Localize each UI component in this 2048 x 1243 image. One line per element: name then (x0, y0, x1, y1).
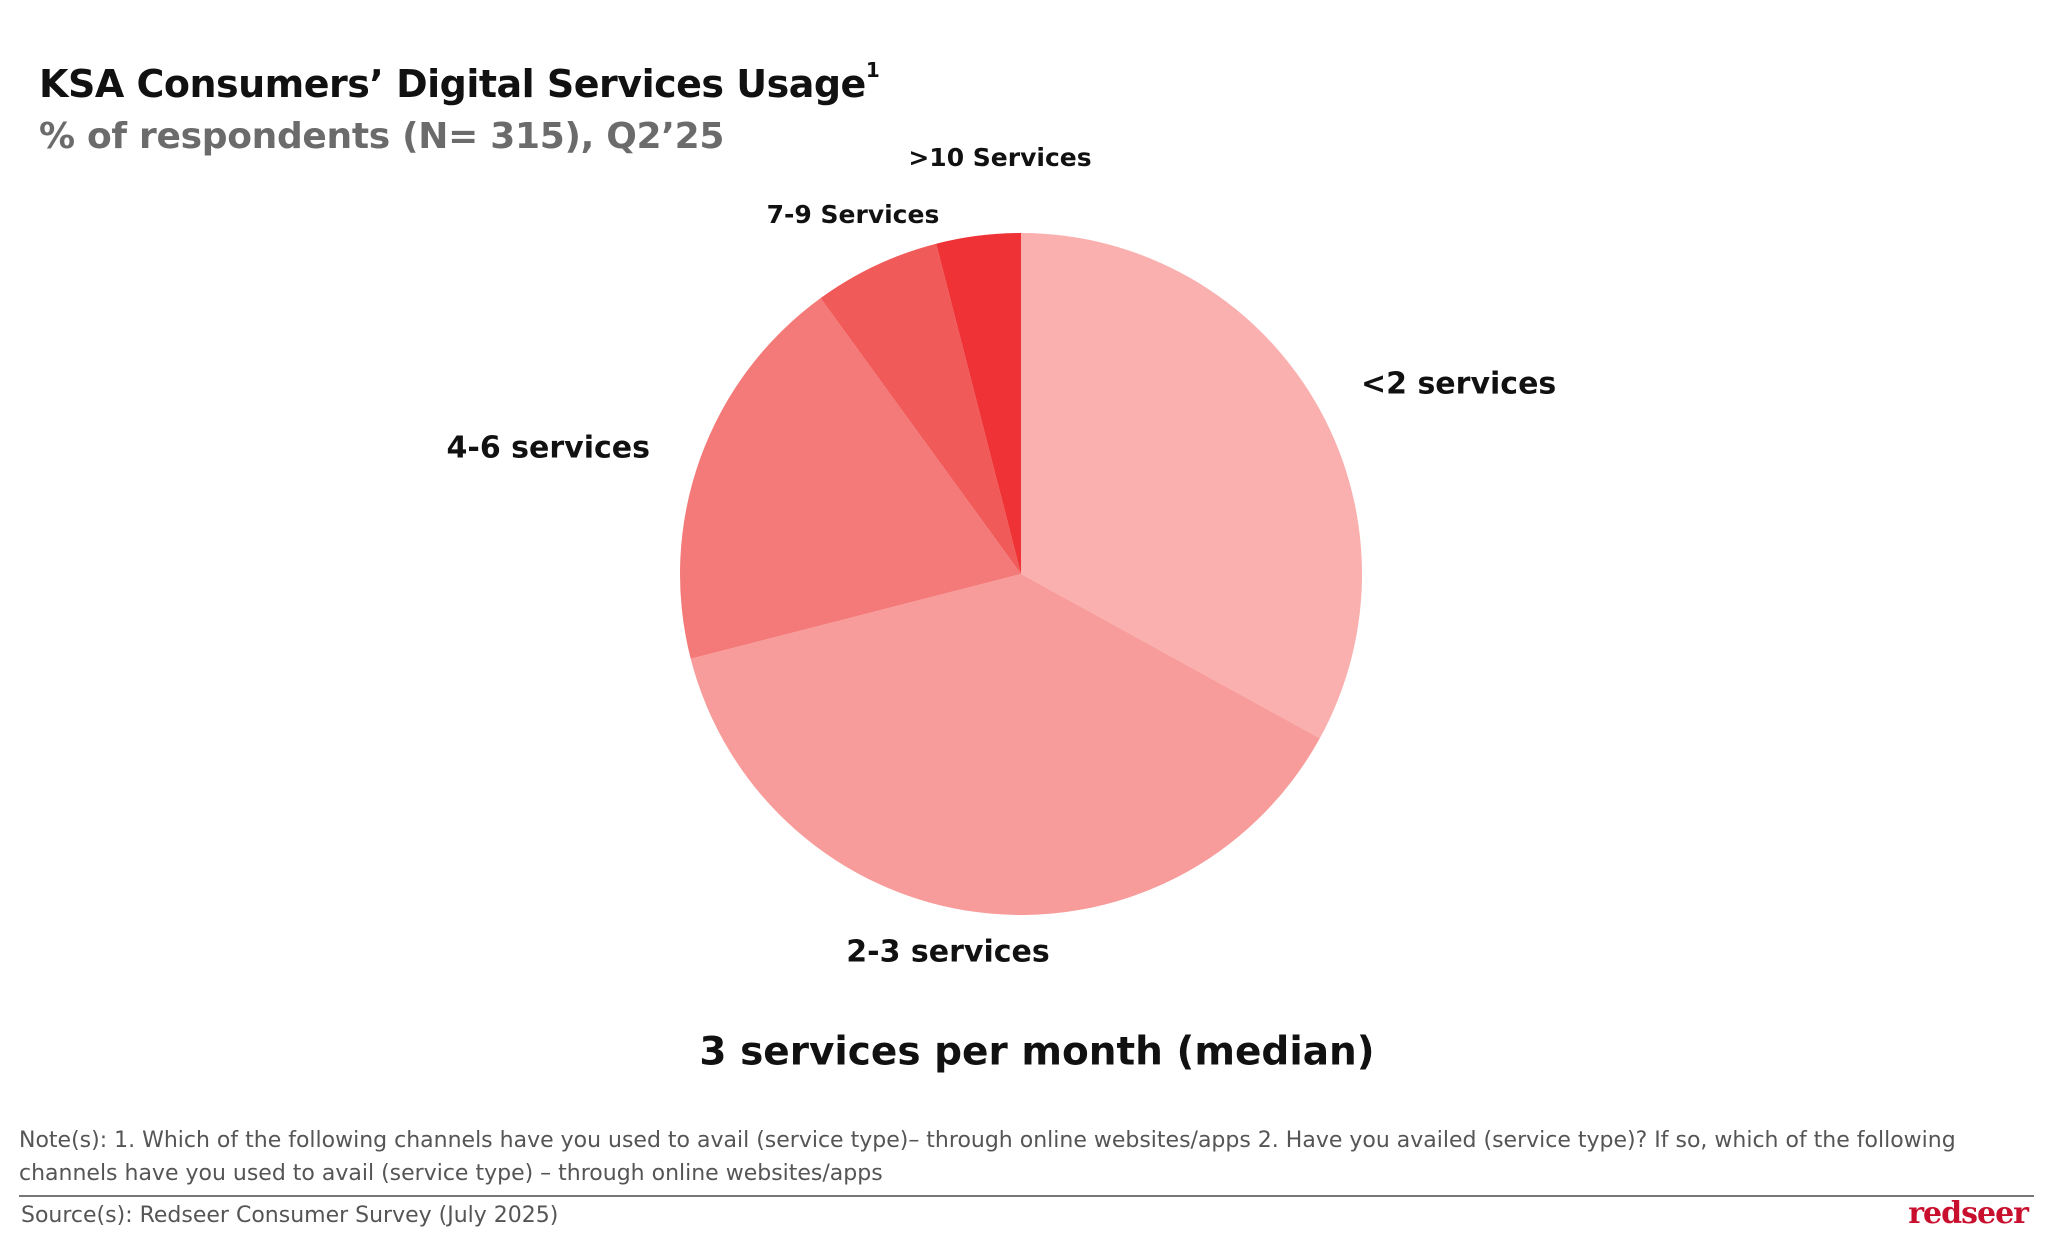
chart-subtitle: % of respondents (N= 315), Q2’25 (39, 116, 725, 157)
pie-slice (1021, 233, 1362, 739)
slice-label: 7-9 Services (767, 200, 940, 229)
pie-slice (679, 298, 1021, 659)
footer-rule (19, 1195, 2034, 1197)
slice-label: >10 Services (908, 143, 1091, 172)
title-text: KSA Consumers’ Digital Services Usage (39, 62, 866, 106)
slice-label: 2-3 services (846, 935, 1049, 970)
pie-slice (820, 243, 1021, 574)
pie-slice (936, 233, 1021, 574)
brand-logo: redseer (1908, 1196, 2029, 1231)
source: Source(s): Redseer Consumer Survey (July… (21, 1203, 559, 1228)
chart: 3 services per month (median) <2 service… (447, 143, 1557, 1075)
title-footnote-marker: 1 (865, 58, 880, 82)
chart-title: KSA Consumers’ Digital Services Usage1 (39, 58, 880, 106)
annotation: 3 services per month (median) (699, 1030, 1374, 1075)
slice-label: 4-6 services (447, 431, 650, 466)
pie-slice (690, 574, 1320, 915)
note: Note(s): 1. Which of the following chann… (19, 1128, 1956, 1186)
slice-label: <2 services (1361, 367, 1556, 402)
